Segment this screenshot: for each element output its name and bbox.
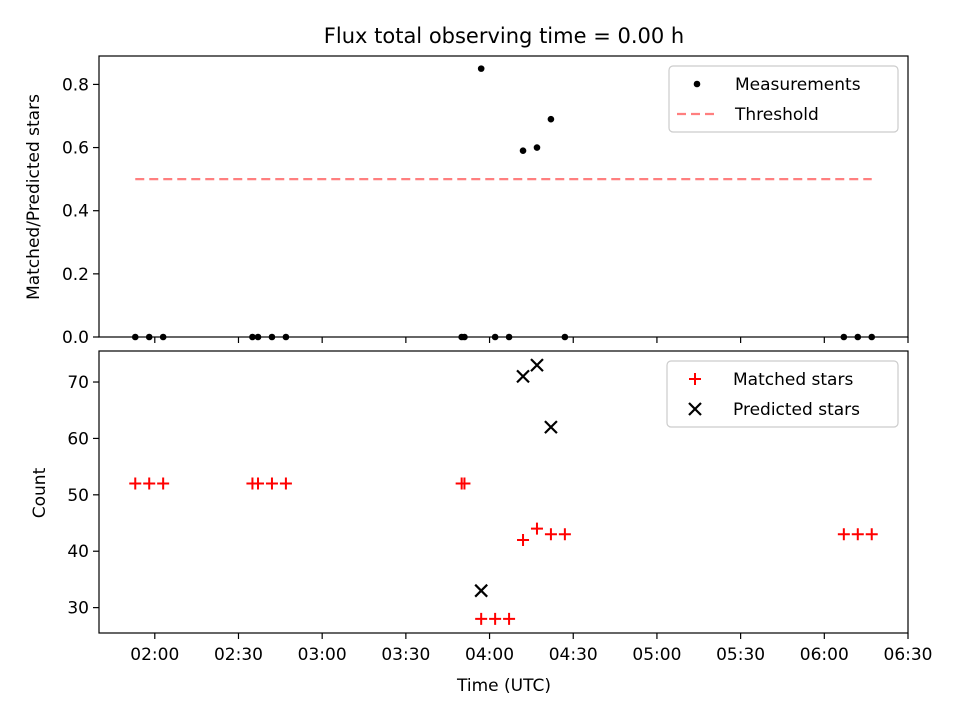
- y-axis-label-top: Matched/Predicted stars: [24, 94, 44, 300]
- data-point: [533, 144, 541, 151]
- y-axis-label-bottom: Count: [30, 467, 50, 518]
- legend-marker: [688, 402, 702, 416]
- data-point: [268, 333, 276, 341]
- legend-label: Matched stars: [733, 370, 853, 390]
- data-point: [249, 333, 256, 341]
- data-point: [474, 583, 488, 598]
- y-tick-label: 60: [67, 429, 89, 449]
- x-tick-label: 03:30: [381, 645, 430, 665]
- data-point: [145, 333, 153, 341]
- legend-label: Predicted stars: [733, 400, 860, 420]
- data-point: [252, 477, 265, 490]
- x-tick-label: 03:00: [298, 645, 347, 665]
- x-tick-label: 02:30: [214, 645, 263, 665]
- x-tick-label: 06:00: [800, 645, 849, 665]
- legend-marker: [689, 373, 701, 385]
- data-point: [544, 420, 558, 434]
- data-point: [837, 528, 850, 541]
- top-panel: 0.0 0.2 0.4 0.6 0.8 Measurements Threshold: [62, 55, 909, 348]
- x-axis-label: Time (UTC): [456, 676, 551, 696]
- data-point: [491, 333, 499, 341]
- data-point: [129, 477, 142, 490]
- y-tick-label: 0.4: [62, 202, 89, 222]
- x-tick-label: 02:00: [130, 645, 179, 665]
- x-tick-label: 05:30: [716, 645, 765, 665]
- data-point: [489, 612, 502, 625]
- data-point: [254, 333, 262, 341]
- data-point: [517, 533, 530, 546]
- y-tick-label: 40: [67, 542, 89, 562]
- y-tick-label: 0.2: [62, 265, 89, 285]
- data-point: [458, 477, 471, 490]
- data-point: [143, 477, 156, 490]
- legend: Measurements Threshold: [668, 65, 899, 133]
- y-tick-label: 30: [67, 599, 89, 619]
- data-point: [505, 333, 513, 341]
- data-point: [475, 612, 488, 625]
- plot-frame: [98, 55, 909, 338]
- data-point: [279, 477, 292, 490]
- plot-frame: [98, 350, 909, 634]
- data-point: [854, 333, 862, 341]
- y-tick-label: 50: [67, 486, 89, 506]
- data-point: [868, 333, 876, 341]
- x-tick-label: 04:30: [549, 645, 598, 665]
- legend-box: [668, 65, 899, 133]
- data-point: [157, 477, 170, 490]
- x-tick-label: 04:00: [465, 645, 514, 665]
- x-tick-label: 05:00: [632, 645, 681, 665]
- data-point: [558, 528, 571, 541]
- data-point: [561, 333, 569, 341]
- data-point: [477, 65, 485, 72]
- data-point: [840, 333, 848, 341]
- data-point: [282, 333, 290, 341]
- legend-label: Threshold: [734, 105, 819, 125]
- legend-marker: [693, 80, 701, 88]
- legend-label: Measurements: [735, 75, 861, 95]
- series-matched-stars: [129, 477, 878, 625]
- data-point: [516, 369, 530, 384]
- data-point: [131, 333, 139, 341]
- series-predicted-stars: [474, 358, 558, 598]
- y-tick-label: 0.0: [62, 328, 89, 348]
- data-point: [519, 147, 527, 155]
- bottom-panel: 02:00 02:30 03:00 03:30 04:00 04:30 05:00 05:30…: [67, 350, 933, 665]
- data-point: [159, 333, 167, 341]
- legend: Matched stars Predicted stars: [666, 360, 899, 428]
- data-point: [265, 477, 278, 490]
- data-point: [544, 528, 557, 541]
- y-tick-label: 0.8: [62, 75, 89, 95]
- data-point: [530, 358, 544, 372]
- data-point: [461, 333, 468, 341]
- y-tick-label: 70: [67, 373, 89, 393]
- chart-title: Flux total observing time = 0.00 h: [324, 24, 684, 48]
- series-measurements: [131, 65, 876, 341]
- data-point: [503, 612, 516, 625]
- x-tick-label: 06:30: [884, 645, 933, 665]
- data-point: [851, 528, 864, 541]
- y-tick-label: 0.6: [62, 139, 89, 159]
- data-point: [547, 115, 555, 123]
- data-point: [530, 522, 543, 535]
- legend-box: [666, 360, 899, 428]
- data-point: [865, 528, 878, 541]
